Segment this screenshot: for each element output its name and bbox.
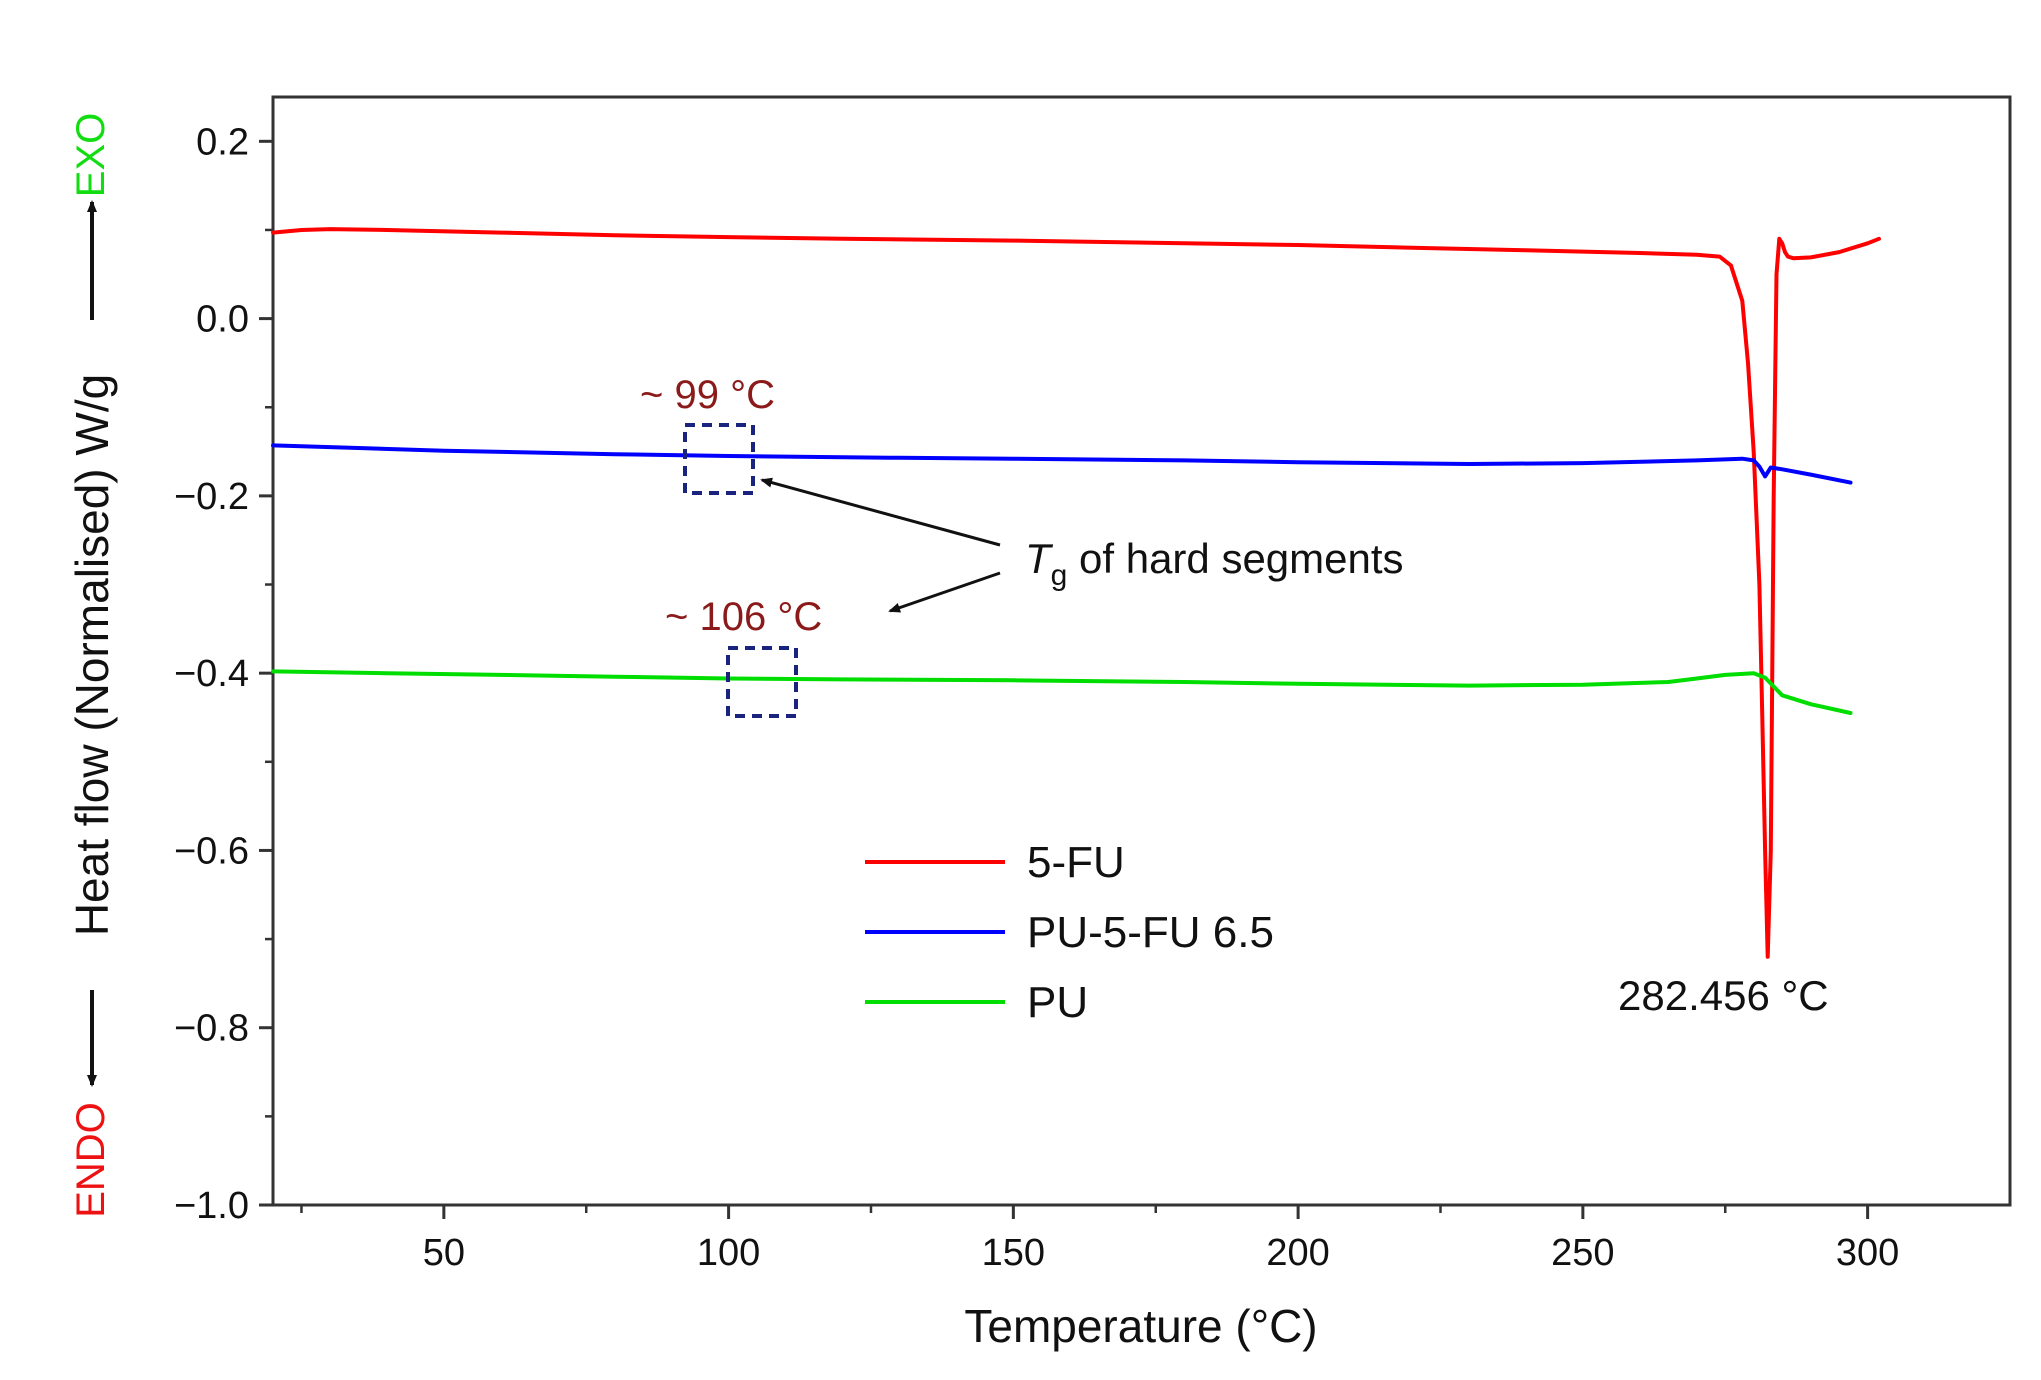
y-tick-label: 0.0 (196, 299, 249, 341)
tg-suffix: of hard segments (1067, 535, 1403, 582)
series-line-pu (271, 669, 1853, 715)
tg-annotation-text: Tg of hard segments (1025, 535, 1404, 592)
x-axis-ticks: 50 100 150 200 250 300 (300, 1205, 1899, 1274)
x-tick-label: 200 (1266, 1232, 1329, 1274)
tg-box-pu5fu (683, 423, 755, 495)
y-tick-label: −0.4 (174, 653, 249, 695)
tg-label-pu5fu: ~ 99 °C (640, 373, 775, 417)
endo-label: ENDO (69, 1102, 113, 1218)
legend-label: 5-FU (1027, 838, 1125, 887)
y-tick-label: −1.0 (174, 1185, 249, 1227)
peak-label: 282.456 °C (1618, 972, 1829, 1019)
x-axis-title: Temperature (°C) (964, 1300, 1317, 1352)
legend-label: PU-5-FU 6.5 (1027, 908, 1274, 957)
y-axis-title-group: Heat flow (Normalised) W/g (66, 374, 118, 936)
series-line-5-fu (271, 227, 1881, 959)
y-tick-label: 0.2 (196, 121, 249, 163)
tg-subscript: g (1051, 559, 1068, 592)
x-tick-label: 50 (423, 1232, 465, 1274)
y-tick-label: −0.2 (174, 476, 249, 518)
y-tick-label: −0.8 (174, 1008, 249, 1050)
series-line-pu-5-fu-6-5 (271, 443, 1853, 485)
y-tick-label: −0.6 (174, 830, 249, 872)
y-axis-title: Heat flow (Normalised) W/g (66, 374, 118, 936)
x-tick-label: 250 (1551, 1232, 1614, 1274)
y-axis-ticks: 0.2 0.0 −0.2 −0.4 −0.6 −0.8 −1.0 (174, 121, 273, 1227)
tg-arrow-pu5fu (760, 477, 1001, 547)
tg-label-pu: ~ 106 °C (665, 595, 822, 639)
plot-frame (271, 95, 2012, 1207)
x-tick-label: 100 (697, 1232, 760, 1274)
legend-label: PU (1027, 978, 1088, 1027)
x-tick-label: 150 (982, 1232, 1045, 1274)
tg-arrow-pu (888, 571, 1001, 613)
tg-box-pu (726, 646, 798, 718)
endo-indicator: ENDO (69, 1102, 113, 1218)
series-lines (271, 227, 1881, 959)
x-tick-label: 300 (1836, 1232, 1899, 1274)
tg-symbol: T (1025, 535, 1054, 582)
exo-label: EXO (69, 113, 113, 197)
exo-indicator: EXO (69, 113, 113, 197)
legend: 5-FU PU-5-FU 6.5 PU (865, 838, 1274, 1027)
